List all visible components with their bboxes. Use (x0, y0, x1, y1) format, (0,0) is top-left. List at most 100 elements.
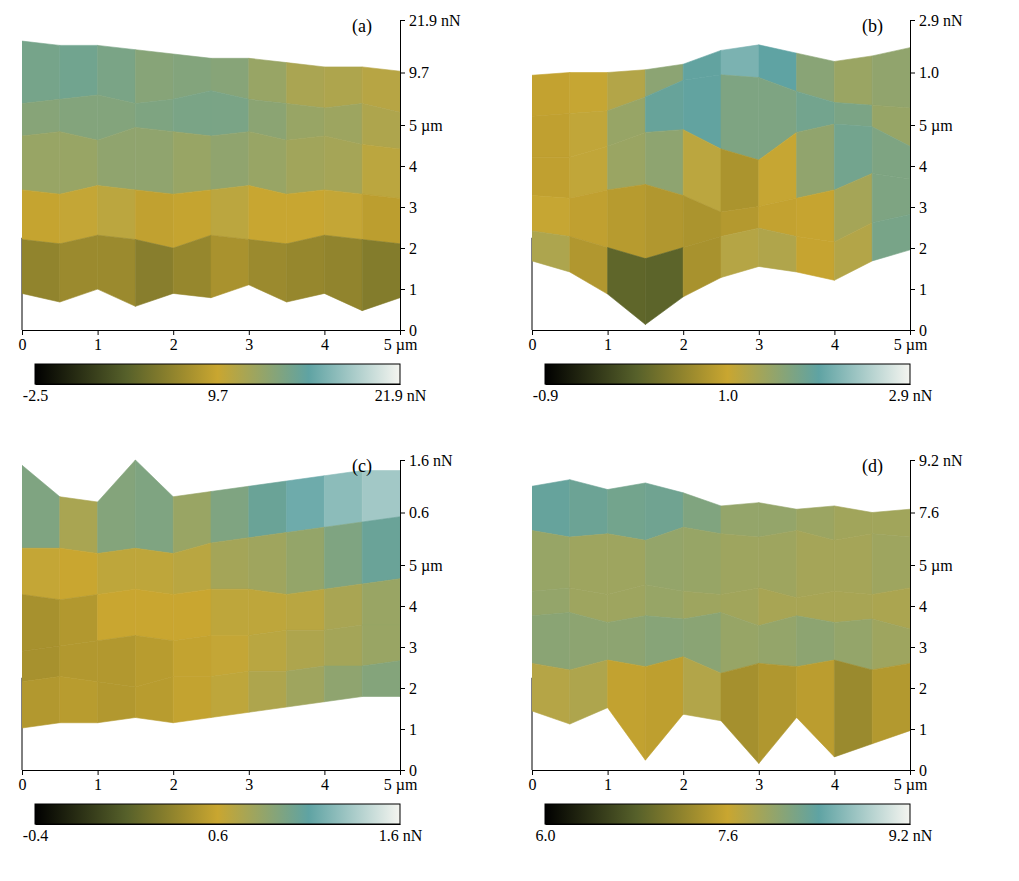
y-axis-tick: 2 (400, 680, 417, 697)
y-axis-tick-label: 2 (919, 680, 927, 697)
x-axis: 012345 µm (19, 330, 418, 354)
y-axis-tick-mark (400, 729, 405, 730)
y-axis-tick-label: 0 (409, 762, 417, 779)
surface-cell (797, 190, 835, 242)
x-axis-tick-mark (173, 330, 174, 335)
y-axis: 012345 µm (400, 557, 443, 779)
x-axis-tick: 1 (94, 330, 102, 353)
x-axis-tick-label: 5 µm (894, 336, 928, 354)
y-axis-line (401, 566, 406, 771)
y-axis-tick: 2 (910, 240, 927, 257)
y-axis-tick-label: 2 (409, 240, 417, 257)
surface-cell (362, 579, 400, 625)
surface-cell (135, 50, 173, 104)
surface-cell (287, 136, 325, 194)
panel-label: (a) (352, 16, 372, 37)
y-axis-tick: 5 µm (910, 557, 953, 575)
colorbar-axis-line (546, 824, 911, 825)
y-axis-tick-label: 2 (919, 240, 927, 257)
surface-cell (532, 531, 570, 592)
y-axis-line (911, 566, 916, 771)
panel-label: (c) (352, 456, 372, 477)
colorbar-axis-tick: 1.6 nN (379, 824, 423, 844)
surface-cell (173, 589, 211, 641)
y-axis-tick: 2 (400, 240, 417, 257)
surface-cell (608, 184, 646, 258)
y-axis-tick-label: 0 (919, 322, 927, 339)
colorbar-axis-tick-label: 2.9 nN (889, 387, 933, 404)
surface-cell (60, 677, 98, 723)
x-axis-tick-label: 1 (94, 776, 102, 793)
surface-cell (98, 636, 136, 688)
surface-cell (362, 661, 400, 697)
surface-cell (683, 527, 721, 594)
x-axis-tick-label: 1 (94, 336, 102, 353)
colorbar (35, 364, 400, 384)
surface-cell (570, 480, 608, 537)
z-axis-tick-mark (400, 73, 405, 74)
surface-cell (872, 127, 910, 179)
z-axis-tick-label: 9.7 (409, 64, 429, 81)
surface-cell (759, 132, 797, 206)
surface-cell (98, 45, 136, 103)
y-axis-tick-mark (910, 770, 915, 771)
y-axis-tick-mark (400, 207, 405, 208)
colorbar-axis: -2.59.721.9 nN (23, 384, 427, 404)
surface-cell (173, 235, 211, 298)
x-axis-tick-mark (324, 330, 325, 335)
z-axis-tick-label: 7.6 (919, 504, 939, 521)
surface-cell (721, 534, 759, 595)
y-axis-tick-mark (400, 330, 405, 331)
y-axis-tick: 3 (400, 199, 417, 216)
z-axis: 7.69.2 nN (910, 452, 963, 566)
x-axis-tick-label: 4 (831, 336, 839, 353)
colorbar-axis-tick: -0.4 (23, 824, 48, 844)
colorbar-axis-tick-label: 7.6 (718, 827, 738, 844)
surface-cell (135, 240, 173, 307)
x-axis-tick-label: 5 µm (384, 336, 418, 354)
surface-cell (834, 534, 872, 595)
surface-cell (22, 646, 60, 682)
y-axis-tick-mark (400, 166, 405, 167)
z-axis: 9.721.9 nN (400, 12, 461, 126)
y-axis-tick-label: 4 (919, 598, 927, 615)
y-axis: 012345 µm (400, 117, 443, 339)
surface-cell (683, 657, 721, 721)
y-axis-tick-label: 2 (409, 680, 417, 697)
panel: 012345 µm012345 µm0.61.6 nN(c)-0.40.61.6… (19, 452, 454, 845)
surface-cell (608, 248, 646, 325)
x-axis-tick-label: 0 (529, 776, 537, 793)
y-axis-tick: 0 (910, 322, 927, 339)
surface-cell (872, 173, 910, 222)
surface-cell (872, 619, 910, 670)
surface-cell (759, 531, 797, 598)
colorbar-axis-tick: -2.5 (23, 384, 48, 404)
x-axis-tick: 0 (529, 330, 537, 353)
y-axis-line (401, 126, 406, 331)
surface-cell (173, 132, 211, 195)
surface-cell (60, 497, 98, 554)
colorbar-axis-tick: 9.2 nN (889, 824, 933, 844)
surface-cell (135, 677, 173, 723)
surface-cell (211, 538, 249, 590)
z-axis-tick: 7.6 (910, 504, 939, 521)
surface-cell (645, 80, 683, 132)
x-axis-tick-mark (324, 770, 325, 775)
surface-cell (608, 616, 646, 667)
x-axis-tick: 4 (321, 770, 329, 793)
x-axis-tick-label: 3 (245, 776, 253, 793)
surface-cell (362, 517, 400, 584)
colorbar-axis-tick: 7.6 (718, 824, 738, 844)
x-axis-tick-label: 0 (19, 336, 27, 353)
y-axis-tick: 0 (910, 762, 927, 779)
surface-cell (721, 45, 759, 78)
colorbar-axis-tick-label: 21.9 nN (375, 387, 427, 404)
surface-cell (532, 196, 570, 237)
x-axis-line (23, 331, 401, 336)
surface-cell (797, 124, 835, 198)
x-axis-tick: 0 (19, 770, 27, 793)
y-axis-tick-mark (400, 647, 405, 648)
x-axis-tick-mark (173, 770, 174, 775)
surface-cell (22, 132, 60, 195)
x-axis: 012345 µm (529, 330, 928, 354)
